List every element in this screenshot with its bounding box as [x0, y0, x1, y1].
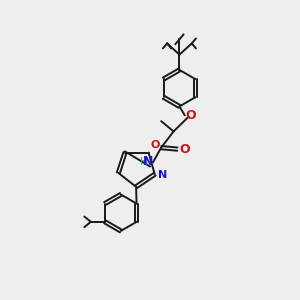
Text: H: H [140, 157, 148, 167]
Text: N: N [142, 155, 153, 168]
Text: N: N [158, 170, 167, 180]
Text: O: O [179, 142, 190, 156]
Text: O: O [186, 109, 196, 122]
Text: O: O [150, 140, 160, 150]
